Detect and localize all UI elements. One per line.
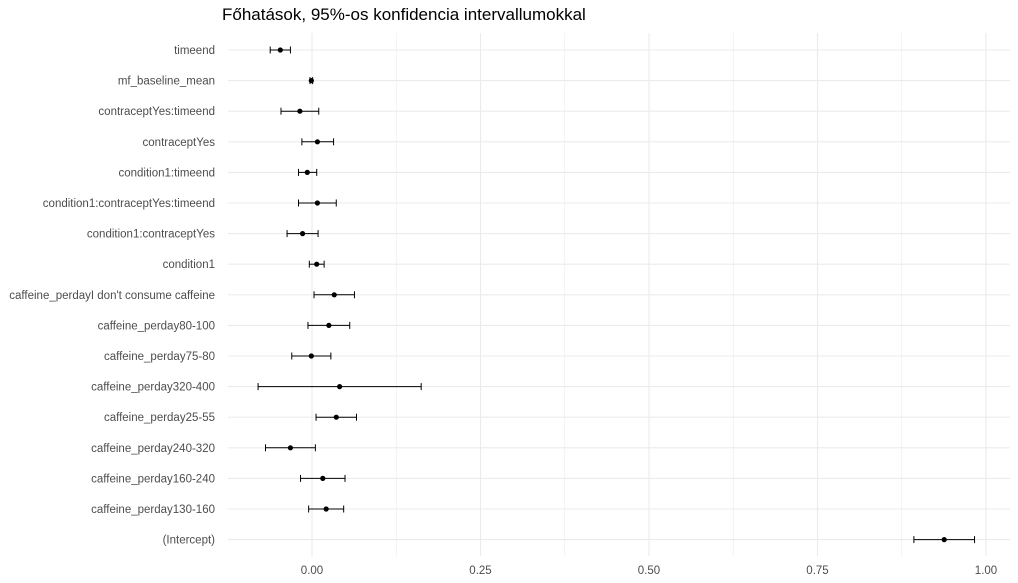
y-tick-label: mf_baseline_mean: [118, 76, 215, 88]
y-tick-label: caffeine_perday80-100: [98, 320, 215, 332]
y-tick-label: caffeine_perday160-240: [91, 473, 215, 485]
y-tick-label: condition1:contraceptYes: [87, 229, 215, 241]
y-tick-label: (Intercept): [163, 535, 216, 547]
chart-title: Főhatások, 95%-os konfidencia intervallu…: [222, 5, 586, 24]
x-tick-labels: 0.00 0.25 0.50 0.75 1.00: [301, 565, 997, 577]
estimate-point: [941, 537, 947, 543]
y-tick-label: condition1:contraceptYes:timeend: [43, 198, 215, 210]
y-tick-label: caffeine_perday240-320: [91, 443, 215, 455]
y-tick-label: contraceptYes: [143, 137, 216, 149]
estimate-point: [287, 445, 294, 451]
x-tick-label: 1.00: [975, 565, 997, 577]
estimate-point: [304, 169, 310, 175]
y-tick-label: caffeine_perdayI don't consume caffeine: [9, 290, 215, 302]
x-tick-label: 0.75: [806, 565, 828, 577]
estimate-point: [314, 261, 320, 267]
estimate-point: [297, 108, 303, 114]
estimate-point: [337, 384, 343, 390]
estimate-point: [331, 292, 337, 298]
x-tick-label: 0.25: [469, 565, 491, 577]
estimate-point: [314, 200, 320, 206]
estimate-point: [323, 506, 329, 512]
estimate-point: [320, 475, 326, 481]
data-marks: [257, 46, 976, 544]
y-tick-label: caffeine_perday320-400: [91, 382, 215, 394]
estimate-point: [333, 414, 339, 420]
y-tick-label: condition1:timeend: [118, 167, 215, 179]
x-tick-label: 0.50: [638, 565, 660, 577]
y-tick-label: caffeine_perday130-160: [91, 504, 215, 516]
estimate-point: [277, 47, 283, 53]
y-tick-label: caffeine_perday25-55: [104, 412, 215, 424]
y-tick-label: caffeine_perday75-80: [104, 351, 215, 363]
y-tick-label: timeend: [174, 45, 215, 57]
y-tick-label: condition1: [163, 259, 215, 271]
estimate-point: [308, 353, 314, 359]
estimate-point: [326, 322, 332, 328]
estimate-point: [314, 139, 320, 145]
x-tick-label: 0.00: [301, 565, 323, 577]
estimate-point: [308, 78, 314, 84]
y-tick-labels: timeend mf_baseline_mean contraceptYes:tim…: [9, 45, 215, 547]
y-tick-label: contraceptYes:timeend: [98, 106, 215, 118]
estimate-point: [299, 231, 306, 237]
